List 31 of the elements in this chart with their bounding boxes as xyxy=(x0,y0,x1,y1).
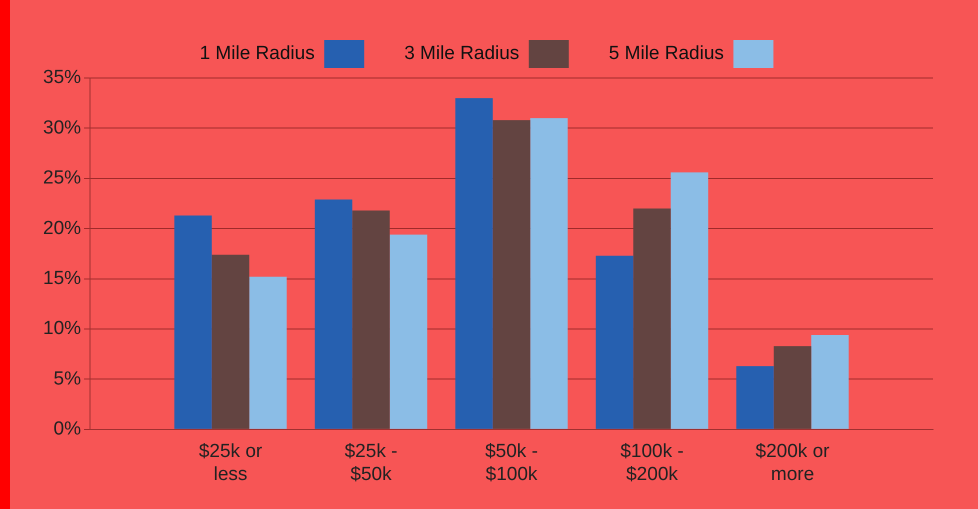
y-tick-label: 15% xyxy=(42,268,82,290)
legend-label: 3 Mile Radius xyxy=(404,43,520,64)
y-tick-label: 30% xyxy=(42,117,82,138)
x-tick-label: $25k or less xyxy=(198,441,263,485)
bar xyxy=(811,335,849,429)
bar xyxy=(670,172,708,429)
bar xyxy=(314,199,352,429)
y-tick-label: 35% xyxy=(42,67,82,88)
x-tick-label: $50k - $100k xyxy=(485,441,538,485)
bar xyxy=(492,120,530,429)
bar xyxy=(390,234,428,429)
x-tick-label: $25k - $50k xyxy=(344,441,398,485)
bar xyxy=(530,118,568,429)
bar xyxy=(212,254,250,429)
bar xyxy=(736,366,774,429)
legend-label: 1 Mile Radius xyxy=(200,43,315,64)
x-tick-label: $100k - $200k xyxy=(620,441,684,485)
bar xyxy=(633,208,671,429)
legend-label: 5 Mile Radius xyxy=(608,43,724,64)
y-tick-label: 25% xyxy=(42,168,82,189)
y-tick-label: 20% xyxy=(42,218,82,239)
y-tick-label: 5% xyxy=(54,368,82,390)
bar xyxy=(596,256,634,429)
bar xyxy=(352,210,390,429)
y-tick-label: 0% xyxy=(54,418,82,440)
y-tick-label: 10% xyxy=(42,318,82,340)
bar xyxy=(455,98,493,429)
bar xyxy=(774,346,812,429)
x-tick-label: $200k or more xyxy=(756,441,830,485)
bar xyxy=(174,216,212,429)
bar xyxy=(249,276,287,429)
